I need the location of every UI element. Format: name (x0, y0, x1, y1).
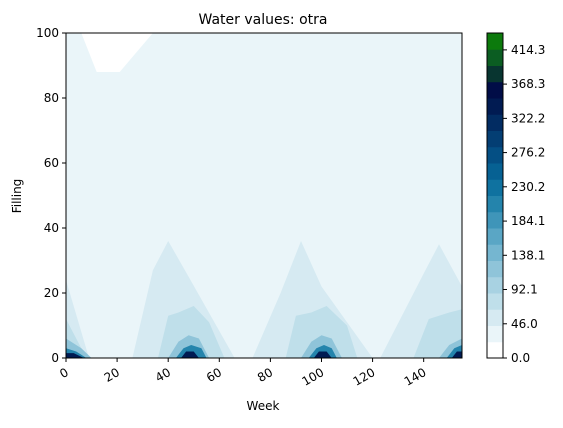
contour-region-8 (285, 306, 358, 358)
x-tick-label: 80 (255, 365, 275, 385)
colorbar-tick-label: 322.2 (511, 111, 545, 125)
colorbar-tick-label: 368.3 (511, 77, 545, 91)
y-tick-label: 80 (44, 91, 59, 105)
colorbar-band (487, 341, 503, 359)
y-tick-label: 100 (36, 26, 59, 40)
colorbar-band (487, 325, 503, 343)
colorbar-band (487, 130, 503, 148)
colorbar-tick-label: 46.0 (511, 317, 538, 331)
colorbar-band (487, 65, 503, 83)
colorbar-band (487, 179, 503, 196)
x-axis: 0 20 40 60 80 100 120 140 (57, 358, 429, 389)
colorbar-band (487, 293, 503, 310)
y-tick-label: 0 (51, 351, 59, 365)
colorbar-tick-label: 0.0 (511, 351, 530, 365)
colorbar-band (487, 309, 503, 326)
contour-region-19 (181, 351, 199, 358)
y-axis: 0 20 40 60 80 100 (36, 26, 66, 365)
colorbar (487, 33, 503, 359)
colorbar-axis: 0.0 46.0 92.1 138.1 184.1 230.2 276.2 322.2 368.… (503, 43, 545, 365)
chart-title: Water values: otra (199, 12, 328, 28)
colorbar-tick-label: 276.2 (511, 146, 545, 160)
y-axis-label: Filling (10, 179, 24, 214)
contour-region-20 (313, 351, 332, 358)
colorbar-band (487, 33, 503, 50)
x-tick-label: 120 (351, 365, 378, 389)
y-tick-label: 60 (44, 156, 59, 170)
x-axis-label: Week (247, 399, 280, 413)
x-tick-label: 60 (204, 365, 224, 385)
y-tick-label: 40 (44, 221, 59, 235)
x-tick-label: 0 (57, 365, 71, 381)
contour-region-1 (81, 33, 153, 72)
colorbar-band (487, 276, 503, 294)
colorbar-band (487, 211, 503, 229)
x-tick-label: 20 (102, 365, 122, 385)
colorbar-tick-label: 138.1 (511, 248, 545, 262)
colorbar-band (487, 49, 503, 66)
y-tick-label: 20 (44, 286, 59, 300)
contour-region-0 (66, 33, 462, 358)
colorbar-band (487, 260, 503, 278)
colorbar-band (487, 146, 503, 164)
colorbar-band (487, 163, 503, 180)
colorbar-band (487, 195, 503, 213)
colorbar-band (487, 98, 503, 115)
plot-frame (65, 32, 463, 359)
contour-region-7 (158, 306, 225, 358)
colorbar-tick-label: 414.3 (511, 43, 545, 57)
colorbar-band (487, 228, 503, 245)
colorbar-band (487, 244, 503, 261)
x-tick-label: 40 (153, 365, 173, 385)
contour-region-18 (66, 353, 84, 358)
colorbar-tick-label: 92.1 (511, 283, 538, 297)
contour-regions (66, 33, 462, 358)
colorbar-frame (486, 32, 504, 359)
colorbar-band (487, 81, 503, 99)
contour-region-21 (451, 351, 462, 358)
colorbar-band (487, 114, 503, 131)
colorbar-tick-label: 184.1 (511, 214, 545, 228)
x-tick-label: 100 (300, 365, 327, 389)
x-tick-label: 140 (402, 365, 429, 389)
colorbar-tick-label: 230.2 (511, 180, 545, 194)
